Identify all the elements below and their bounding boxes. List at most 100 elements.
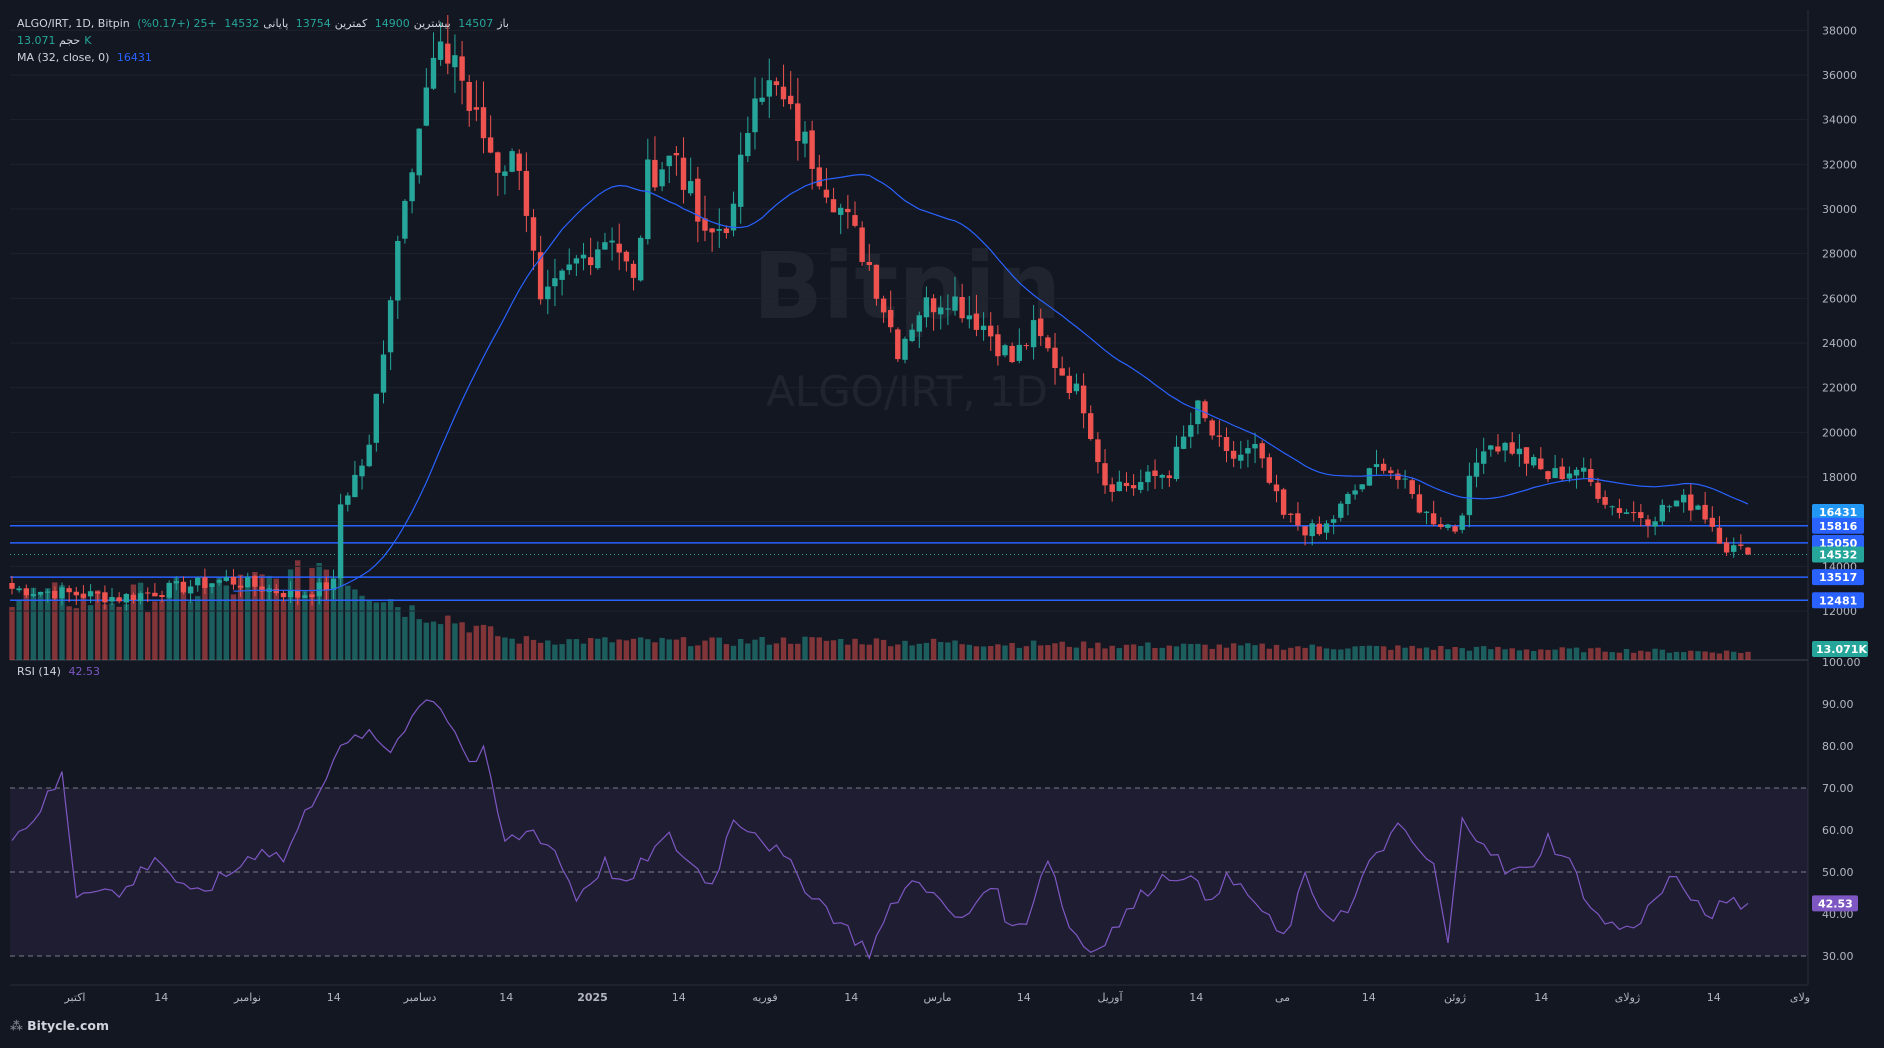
candle-body — [1388, 470, 1394, 473]
candle-body — [523, 171, 530, 216]
volume-bar — [788, 643, 794, 660]
candle-body — [180, 581, 187, 593]
candle-body — [573, 258, 580, 264]
volume-bar — [109, 603, 115, 660]
brand-footer[interactable]: ⁂ Bitycle.com — [10, 1018, 109, 1033]
price-tick-label: 32000 — [1822, 158, 1857, 171]
volume-bar — [530, 639, 537, 660]
volume-bar — [1645, 651, 1651, 660]
volume-bar — [1045, 645, 1051, 660]
volume-bar — [402, 616, 408, 660]
volume-bar — [802, 636, 808, 660]
volume-bar — [745, 643, 751, 660]
volume-bar — [245, 576, 251, 660]
volume-bar — [130, 584, 137, 660]
candle-body — [295, 591, 301, 598]
candle-body — [659, 169, 665, 187]
volume-bar — [1345, 648, 1351, 660]
time-tick-label: ولای — [1790, 991, 1810, 1004]
time-tick-label: اکتبر — [63, 991, 85, 1004]
candle-body — [466, 82, 472, 111]
volume-bar — [1302, 647, 1308, 660]
candle-body — [1631, 512, 1637, 514]
candle-body — [66, 588, 72, 593]
volume-bar — [695, 645, 701, 660]
time-tick-label: 14 — [1707, 991, 1721, 1004]
volume-bar — [16, 601, 22, 660]
candle-body — [159, 595, 165, 597]
volume-bar — [1488, 649, 1494, 660]
candle-body — [1645, 519, 1651, 526]
volume-bar — [73, 608, 79, 660]
candle-body — [37, 591, 44, 595]
candle-body — [1402, 478, 1408, 480]
candle-body — [566, 264, 572, 271]
candle-body — [1202, 401, 1208, 419]
volume-bar — [1631, 652, 1637, 660]
rsi-tag-box — [1812, 895, 1858, 912]
change-value: +25 (+0.17%) — [137, 17, 217, 30]
rsi-tick-label: 90.00 — [1822, 698, 1854, 711]
time-tick-label: دسامبر — [403, 991, 437, 1004]
volume-bar — [123, 604, 129, 660]
candle-body — [1152, 470, 1158, 476]
candle-body — [1638, 512, 1644, 518]
candle-body — [609, 240, 615, 243]
volume-bar — [909, 645, 915, 660]
volume-bar — [516, 643, 522, 660]
candle-body — [666, 155, 672, 167]
price-tick-label: 20000 — [1822, 426, 1857, 439]
candle-body — [1073, 383, 1080, 392]
candle-body — [380, 354, 387, 393]
candle-body — [623, 251, 630, 262]
volume-bar — [1481, 646, 1487, 660]
volume-bar — [630, 638, 637, 660]
volume-bar — [359, 595, 365, 660]
candle-body — [759, 97, 765, 102]
volume-bar — [716, 637, 722, 660]
volume-bar — [1681, 652, 1687, 660]
candle-body — [1695, 505, 1701, 510]
candle-body — [1223, 437, 1230, 451]
price-tag-box — [1812, 504, 1864, 521]
candle-body — [230, 576, 237, 585]
candle-body — [437, 41, 444, 60]
volume-bar — [1266, 648, 1272, 660]
candle-body — [1302, 526, 1308, 536]
volume-bar — [509, 638, 515, 660]
time-tick-label: می — [1275, 991, 1290, 1004]
volume-bar — [866, 644, 872, 660]
volume-bar — [380, 602, 387, 660]
volume-bar — [1209, 648, 1215, 660]
volume-bar — [1666, 652, 1673, 660]
candle-body — [1430, 513, 1437, 525]
volume-bar — [1581, 652, 1587, 660]
candle-body — [1716, 527, 1723, 544]
volume-bar — [373, 602, 379, 660]
candle-body — [316, 582, 322, 597]
price-tag: 13517 — [1812, 569, 1864, 586]
candle-body — [1588, 469, 1594, 482]
candle-body — [1173, 446, 1180, 479]
volume-bar — [87, 605, 94, 660]
rsi-line — [11, 699, 1749, 960]
volume-bar — [495, 636, 501, 660]
price-tag-box — [1812, 517, 1864, 534]
volume-bar — [673, 639, 680, 660]
candle-body — [1009, 345, 1015, 363]
volume-bar — [702, 640, 708, 660]
candle-body — [1345, 494, 1351, 504]
candle-body — [909, 329, 915, 341]
volume-bar — [1380, 646, 1387, 660]
candle-body — [1473, 462, 1480, 477]
volume-bar — [66, 606, 72, 660]
volume-bar — [1109, 645, 1115, 660]
volume-bar — [809, 637, 815, 660]
volume-bar — [202, 582, 208, 660]
volume-bar — [1723, 650, 1730, 660]
volume-bar — [659, 637, 665, 660]
candle-body — [1066, 375, 1072, 393]
candle-body — [309, 594, 315, 597]
volume-bar — [930, 638, 937, 660]
